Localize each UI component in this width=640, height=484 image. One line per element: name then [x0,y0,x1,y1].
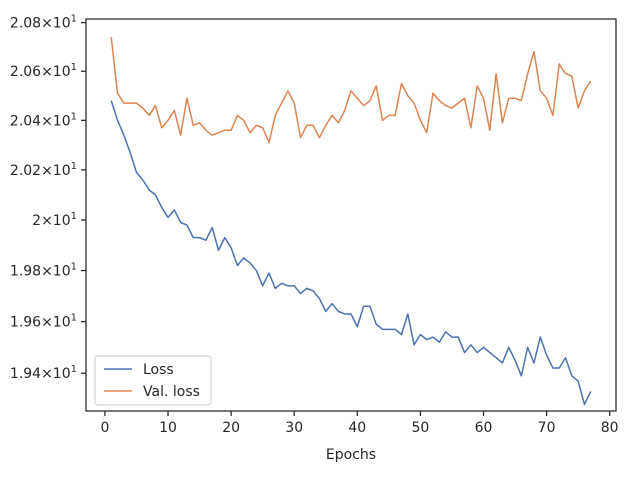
x-tick-label: 50 [411,420,429,436]
y-tick-label: 1.98×101 [10,262,77,280]
y-tick-label: 2.04×101 [10,111,77,129]
x-axis-ticks: 0 10 20 30 40 50 60 70 80 [100,411,619,436]
series-line-loss [110,100,592,406]
x-axis-label: Epochs [326,447,376,463]
y-tick-label: 2.08×101 [10,14,77,32]
y-tick-label: 1.96×101 [10,313,77,331]
plot-area [85,18,617,412]
plot-frame [85,18,617,412]
legend-label: Val. loss [143,384,200,400]
x-tick-label: 20 [222,420,240,436]
x-tick-label: 0 [100,420,109,436]
y-tick-label: 2.06×101 [10,62,77,80]
x-tick-label: 10 [159,420,177,436]
y-axis-ticks: 1.94×101 1.96×101 1.98×101 2×101 2.02×101 2.0… [10,14,86,382]
y-tick-label: 1.94×101 [10,364,77,382]
series-lines [110,37,592,406]
y-tick-label: 2.02×101 [10,161,77,179]
series-line-val-loss [110,37,592,144]
x-tick-label: 70 [538,420,556,436]
x-tick-label: 80 [601,420,619,436]
legend: Loss Val. loss [94,355,212,406]
x-tick-label: 40 [348,420,366,436]
y-tick-label: 2×101 [32,211,77,229]
legend-label: Loss [143,362,174,378]
x-tick-label: 30 [285,420,303,436]
x-tick-label: 60 [475,420,493,436]
